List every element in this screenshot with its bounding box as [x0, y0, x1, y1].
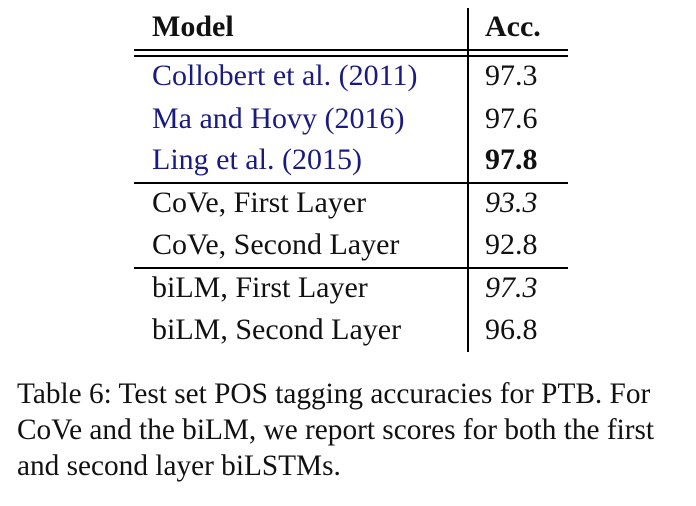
- group-rule-2: [134, 267, 568, 269]
- row-acc-bilm-second: 96.8: [485, 313, 538, 346]
- row-acc-collobert: 97.3: [485, 59, 538, 92]
- row-model-cove-second: CoVe, Second Layer: [152, 228, 400, 261]
- row-model-collobert: Collobert et al. (2011): [152, 59, 418, 92]
- row-model-ling: Ling et al. (2015): [152, 143, 362, 176]
- header-model: Model: [152, 10, 234, 43]
- row-model-bilm-first: biLM, First Layer: [152, 271, 368, 304]
- group-rule-1: [134, 182, 568, 184]
- top-rule: [134, 49, 568, 51]
- header-rule: [134, 55, 568, 57]
- row-model-ma-hovy: Ma and Hovy (2016): [152, 102, 405, 135]
- row-model-cove-first: CoVe, First Layer: [152, 186, 367, 219]
- row-model-bilm-second: biLM, Second Layer: [152, 313, 402, 346]
- row-acc-ma-hovy: 97.6: [485, 102, 538, 135]
- row-acc-cove-second: 92.8: [485, 228, 538, 261]
- row-acc-cove-first: 93.3: [485, 186, 538, 219]
- table-caption: Table 6: Test set POS tagging accuracies…: [17, 378, 655, 482]
- header-acc: Acc.: [485, 10, 541, 43]
- row-acc-bilm-first: 97.3: [485, 271, 538, 304]
- column-divider: [467, 8, 469, 352]
- row-acc-ling: 97.8: [485, 143, 538, 176]
